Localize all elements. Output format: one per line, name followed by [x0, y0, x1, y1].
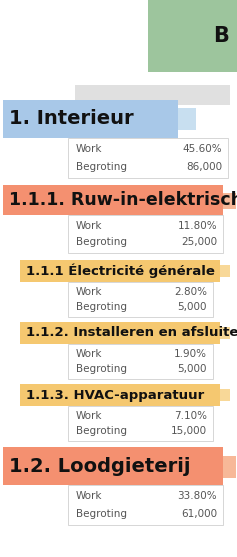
FancyBboxPatch shape [68, 282, 213, 317]
Text: 86,000: 86,000 [186, 162, 222, 172]
FancyBboxPatch shape [174, 108, 196, 130]
Text: 61,000: 61,000 [181, 509, 217, 519]
Text: 1.1.1. Ruw-in-elektrisch: 1.1.1. Ruw-in-elektrisch [9, 191, 237, 209]
Text: Work: Work [76, 221, 102, 231]
FancyBboxPatch shape [68, 215, 223, 253]
FancyBboxPatch shape [214, 389, 230, 401]
Text: Begroting: Begroting [76, 426, 127, 436]
FancyBboxPatch shape [68, 138, 228, 178]
Text: 15,000: 15,000 [171, 426, 207, 436]
Text: Begroting: Begroting [76, 162, 127, 172]
Text: 11.80%: 11.80% [177, 221, 217, 231]
Text: 1.1.3. HVAC-apparatuur: 1.1.3. HVAC-apparatuur [26, 388, 204, 402]
Text: 45.60%: 45.60% [182, 144, 222, 154]
Text: 1.90%: 1.90% [174, 349, 207, 359]
Text: 1.1.2. Installeren en afsluiten: 1.1.2. Installeren en afsluiten [26, 326, 237, 340]
Text: B: B [213, 26, 229, 46]
Text: Begroting: Begroting [76, 237, 127, 247]
Text: 33.80%: 33.80% [177, 491, 217, 501]
FancyBboxPatch shape [75, 85, 230, 105]
Text: 1.2. Loodgieterij: 1.2. Loodgieterij [9, 457, 191, 476]
FancyBboxPatch shape [68, 344, 213, 379]
Text: Work: Work [76, 287, 102, 297]
Text: Begroting: Begroting [76, 364, 127, 374]
FancyBboxPatch shape [3, 100, 178, 138]
Text: Begroting: Begroting [76, 302, 127, 312]
Text: 5,000: 5,000 [178, 302, 207, 312]
FancyBboxPatch shape [148, 0, 237, 72]
FancyBboxPatch shape [218, 456, 236, 478]
Text: 7.10%: 7.10% [174, 411, 207, 421]
FancyBboxPatch shape [214, 265, 230, 277]
Text: 2.80%: 2.80% [174, 287, 207, 297]
Text: Work: Work [76, 349, 102, 359]
FancyBboxPatch shape [3, 185, 223, 215]
FancyBboxPatch shape [20, 384, 220, 406]
FancyBboxPatch shape [3, 447, 223, 485]
Text: Work: Work [76, 491, 102, 501]
Text: Work: Work [76, 411, 102, 421]
Text: 25,000: 25,000 [181, 237, 217, 247]
FancyBboxPatch shape [20, 322, 220, 344]
FancyBboxPatch shape [218, 193, 236, 209]
FancyBboxPatch shape [68, 406, 213, 441]
FancyBboxPatch shape [214, 327, 230, 339]
Text: Work: Work [76, 144, 102, 154]
FancyBboxPatch shape [68, 485, 223, 525]
Text: 5,000: 5,000 [178, 364, 207, 374]
FancyBboxPatch shape [20, 260, 220, 282]
Text: Begroting: Begroting [76, 509, 127, 519]
Text: 1.1.1 Électricité générale: 1.1.1 Électricité générale [26, 264, 215, 278]
Text: 1. Interieur: 1. Interieur [9, 110, 134, 129]
